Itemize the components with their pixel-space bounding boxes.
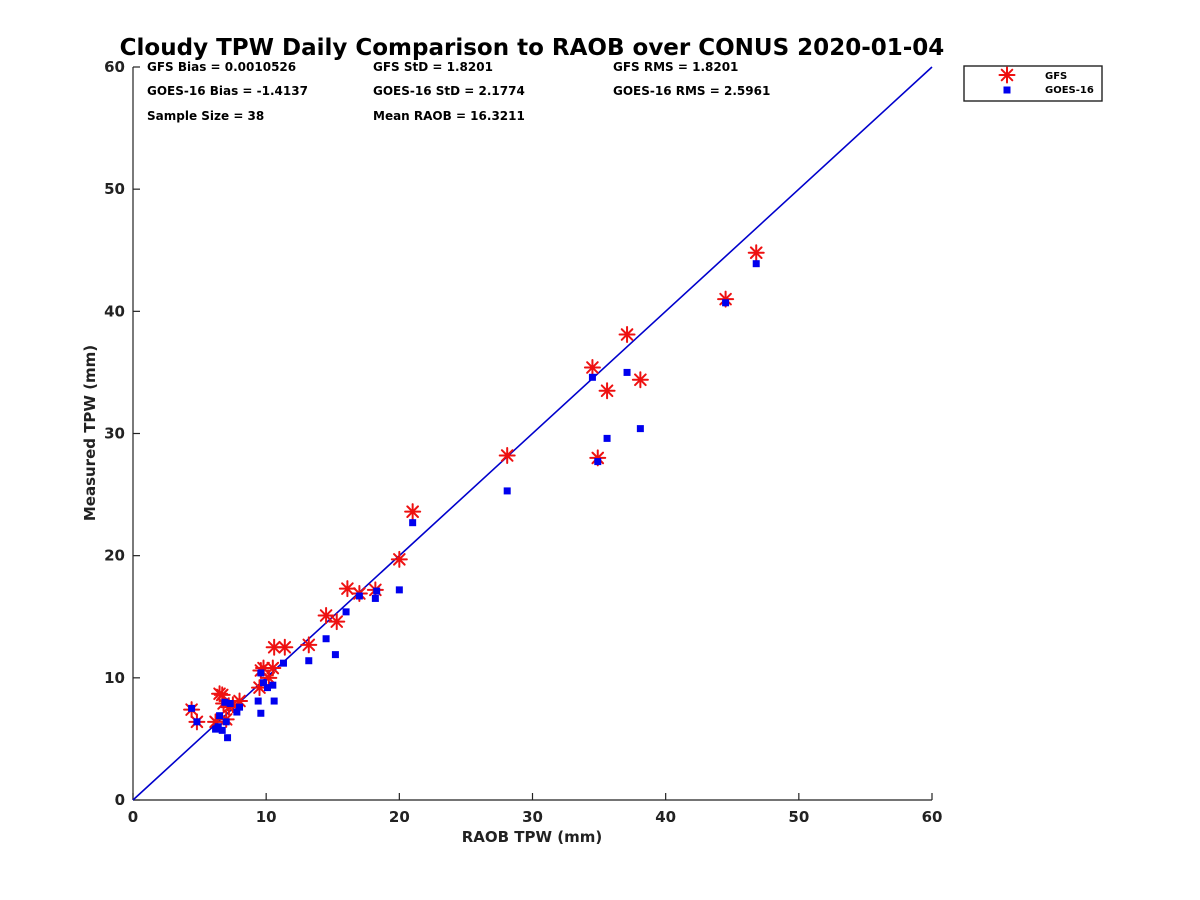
legend-gfs-marker: [998, 66, 1016, 84]
goes-16-point: [331, 651, 339, 659]
goes-16-point: [236, 703, 244, 711]
goes-16-point: [218, 726, 226, 734]
gfs-point: [583, 359, 601, 377]
goes-16-point: [373, 587, 381, 595]
gfs-point: [631, 371, 649, 389]
goes-16-point: [594, 458, 602, 466]
gfs-point: [276, 638, 294, 656]
y-tick-label: 60: [104, 58, 125, 76]
legend-goes-16-label: GOES-16: [1045, 85, 1094, 96]
x-tick-label: 0: [128, 808, 138, 826]
x-axis-label: RAOB TPW (mm): [462, 828, 603, 846]
goes-16-point: [588, 373, 596, 381]
goes-16-point: [221, 698, 229, 706]
legend: GFS GOES-16: [963, 65, 1103, 102]
legend-gfs-symbol: [998, 66, 1016, 84]
stat-gfs-rms: GFS RMS = 1.8201: [613, 60, 738, 74]
x-tick-label: 30: [522, 808, 543, 826]
goes-16-point: [222, 718, 230, 726]
goes-16-point: [270, 697, 278, 705]
goes-16-point: [224, 734, 232, 742]
goes-16-point: [263, 684, 271, 692]
gfs-point: [338, 580, 356, 598]
stat-gfs-std: GFS StD = 1.8201: [373, 60, 493, 74]
legend-goes-16-symbol: [1003, 86, 1011, 94]
y-tick-label: 0: [115, 791, 125, 809]
gfs-point: [598, 382, 616, 400]
goes-16-point: [636, 425, 644, 433]
goes-16-point: [623, 368, 631, 376]
x-tick-label: 20: [389, 808, 410, 826]
goes-16-point: [257, 669, 265, 677]
stat-goes-bias: GOES-16 Bias = -1.4137: [147, 84, 308, 98]
stat-goes-std: GOES-16 StD = 2.1774: [373, 84, 525, 98]
stats-block: GFS Bias = 0.0010526 GFS StD = 1.8201 GF…: [147, 60, 770, 123]
goes-16-point: [355, 592, 363, 600]
gfs-point: [618, 326, 636, 344]
goes-16-point: [254, 697, 262, 705]
goes-16-point: [305, 657, 313, 665]
one-to-one-line: [132, 66, 933, 801]
goes-16-point: [722, 299, 730, 307]
goes-16-point: [214, 723, 222, 731]
goes-16-point: [503, 487, 511, 495]
y-tick-label: 20: [104, 547, 125, 565]
gfs-point: [300, 636, 318, 654]
plot-area: 0 10 20 30 40 50 60 0 10 20 30 40 50 60: [104, 58, 942, 826]
x-tick-label: 60: [922, 808, 943, 826]
axis-ticks: 0 10 20 30 40 50 60 0 10 20 30 40 50 60: [104, 58, 942, 826]
goes-16-point: [188, 704, 196, 712]
y-tick-label: 40: [104, 302, 125, 320]
goes-16-point: [257, 709, 265, 717]
goes-16-point: [322, 635, 330, 643]
legend-goes-16-marker: [1003, 86, 1011, 94]
x-tick-label: 10: [256, 808, 277, 826]
goes-16-point: [233, 708, 241, 716]
y-tick-label: 30: [104, 425, 125, 443]
goes-16-point: [395, 586, 403, 594]
stat-mean-raob: Mean RAOB = 16.3211: [373, 109, 525, 123]
stat-goes-rms: GOES-16 RMS = 2.5961: [613, 84, 770, 98]
goes-16-point: [371, 594, 379, 602]
legend-gfs-label: GFS: [1045, 71, 1067, 82]
goes-16-point: [342, 608, 350, 616]
gfs-point: [264, 659, 282, 677]
goes-16-point: [409, 519, 417, 527]
y-tick-label: 50: [104, 180, 125, 198]
gfs-point: [747, 244, 765, 262]
goes-16-point: [216, 712, 224, 720]
legend-box: [963, 65, 1103, 102]
gfs-point: [717, 290, 735, 308]
goes-16-point: [260, 679, 268, 687]
goes-16-point: [269, 681, 277, 689]
stat-sample-size: Sample Size = 38: [147, 109, 264, 123]
stat-gfs-bias: GFS Bias = 0.0010526: [147, 60, 296, 74]
gfs-point: [328, 613, 346, 631]
goes-16-point: [752, 260, 760, 268]
chart-title: Cloudy TPW Daily Comparison to RAOB over…: [120, 35, 945, 61]
gfs-point: [404, 503, 422, 521]
x-tick-label: 50: [788, 808, 809, 826]
gfs-point: [498, 446, 516, 464]
goes-16-series: [188, 260, 760, 742]
x-tick-label: 40: [655, 808, 676, 826]
gfs-point: [390, 550, 408, 568]
gfs-point: [589, 449, 607, 467]
y-tick-label: 10: [104, 669, 125, 687]
goes-16-point: [279, 659, 287, 667]
goes-16-point: [226, 699, 234, 707]
goes-16-point: [193, 718, 201, 726]
goes-16-point: [603, 434, 611, 442]
y-axis-label: Measured TPW (mm): [81, 345, 99, 521]
